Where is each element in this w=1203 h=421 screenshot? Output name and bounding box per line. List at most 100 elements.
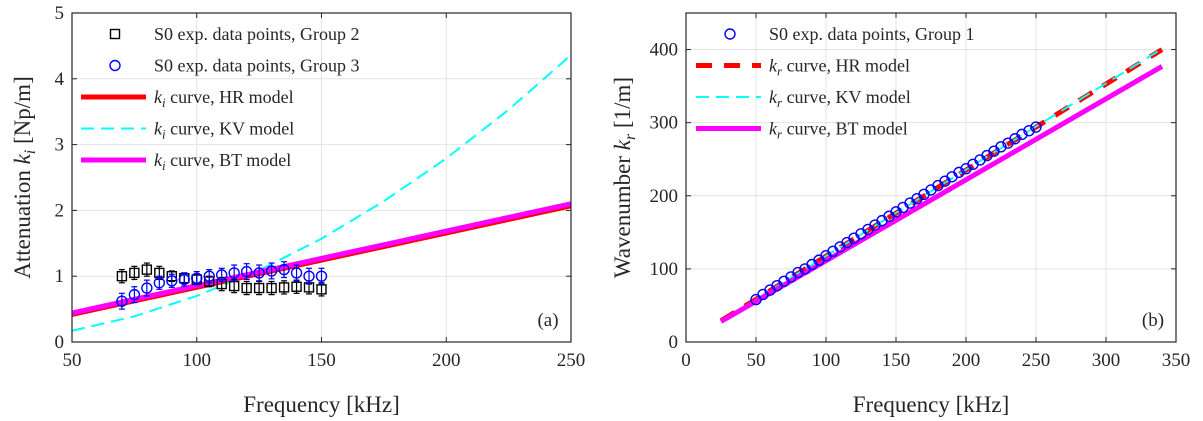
y-tick-label: 1 bbox=[55, 266, 65, 287]
x-tick-label: 150 bbox=[882, 350, 911, 371]
panel-tag: (b) bbox=[1142, 310, 1164, 331]
y-axis-label-symbol: k bbox=[610, 139, 635, 150]
data-point-circle bbox=[303, 270, 315, 282]
legend-marker-circle bbox=[109, 59, 121, 72]
y-axis-label-symbol: k bbox=[10, 153, 35, 164]
chart-panel-b: 0 50 100 150 200 250 300 350 0 100 200 300 400 Freque… bbox=[610, 12, 1191, 417]
y-axis-label-unit: [1/m] bbox=[610, 77, 635, 134]
legend-label-subscript: r bbox=[777, 64, 783, 79]
x-axis-label: Frequency [kHz] bbox=[243, 392, 399, 417]
data-point-circle bbox=[1023, 125, 1035, 137]
legend-marker-circle bbox=[724, 28, 736, 40]
legend-label-symbol: k bbox=[154, 119, 163, 139]
legend-label: kr curve, BT model bbox=[769, 119, 908, 142]
legend-marker-square bbox=[109, 28, 121, 40]
legend-label-subscript: r bbox=[777, 127, 783, 142]
data-point-circle bbox=[116, 295, 128, 307]
y-axis-label: Wavenumber kr [1/m] bbox=[610, 77, 639, 278]
legend-label-text: curve, HR model bbox=[166, 87, 294, 107]
legend-label-text: curve, KV model bbox=[166, 119, 295, 139]
y-axis-label-text: Attenuation bbox=[10, 164, 35, 278]
x-tick-label: 200 bbox=[432, 350, 461, 371]
legend-label-text: curve, BT model bbox=[782, 119, 908, 139]
data-point-circle bbox=[228, 267, 240, 279]
legend-label-text: curve, KV model bbox=[782, 87, 911, 107]
legend-label-symbol: k bbox=[154, 150, 163, 170]
plot-area bbox=[72, 54, 571, 332]
y-tick-label: 200 bbox=[650, 186, 679, 207]
legend-label: ki curve, HR model bbox=[154, 87, 294, 110]
x-axis-label: Frequency [kHz] bbox=[853, 392, 1009, 417]
chart-panel-a: 50 100 150 200 250 0 1 2 3 4 5 Frequency [kHz] Atten… bbox=[10, 3, 585, 417]
y-tick-label: 0 bbox=[669, 332, 679, 353]
x-tick-label: 50 bbox=[63, 350, 82, 371]
x-tick-label: 50 bbox=[747, 350, 766, 371]
data-point-square bbox=[141, 264, 153, 275]
data-point-circle bbox=[215, 269, 228, 281]
data-point-square bbox=[316, 284, 327, 295]
legend-label: S0 exp. data points, Group 2 bbox=[154, 24, 359, 44]
series-line bbox=[719, 64, 1164, 324]
y-tick-label: 2 bbox=[55, 200, 65, 221]
data-point-circle bbox=[191, 272, 203, 284]
y-tick-label: 5 bbox=[55, 3, 65, 24]
data-point-circle bbox=[792, 266, 804, 279]
x-tick-label: 150 bbox=[307, 350, 336, 371]
data-point-square bbox=[253, 282, 265, 294]
legend-label: S0 exp. data points, Group 3 bbox=[154, 56, 359, 76]
data-point-circle bbox=[203, 270, 215, 282]
legend-label: S0 exp. data points, Group 1 bbox=[769, 24, 974, 44]
legend-label-subscript: i bbox=[162, 158, 166, 173]
legend-label-text: curve, HR model bbox=[782, 56, 910, 76]
data-point-circle bbox=[278, 263, 290, 276]
data-point-circle bbox=[995, 141, 1007, 153]
legend-label-subscript: i bbox=[162, 95, 166, 110]
data-point-circle bbox=[166, 275, 178, 287]
legend-label-text: curve, BT model bbox=[166, 150, 292, 170]
data-point-circle bbox=[290, 267, 303, 279]
gridlines bbox=[685, 13, 1177, 343]
data-point-circle bbox=[1030, 121, 1042, 133]
data-point-square bbox=[278, 282, 290, 293]
x-tick-label: 0 bbox=[681, 350, 691, 371]
x-tick-label: 300 bbox=[1092, 350, 1121, 371]
legend-label-symbol: k bbox=[769, 56, 778, 76]
x-tick-label: 350 bbox=[1162, 350, 1191, 371]
legend-label-subscript: i bbox=[162, 127, 166, 142]
data-point-circle bbox=[265, 265, 278, 277]
plot-frame bbox=[685, 12, 1177, 343]
y-tick-label: 400 bbox=[650, 40, 679, 61]
legend-label-symbol: k bbox=[769, 119, 778, 139]
x-tick-label: 250 bbox=[1022, 350, 1051, 371]
legend-label-symbol: k bbox=[769, 87, 778, 107]
y-axis-label-unit: [Np/m] bbox=[10, 76, 35, 149]
data-point-square bbox=[116, 271, 128, 282]
data-point-circle bbox=[153, 277, 166, 289]
x-tick-label: 200 bbox=[952, 350, 981, 371]
series-line bbox=[72, 54, 571, 332]
data-point-circle bbox=[1016, 128, 1028, 141]
legend: S0 exp. data points, Group 2 S0 exp. data… bbox=[81, 24, 359, 173]
x-tick-label: 250 bbox=[557, 350, 586, 371]
data-point-circle bbox=[240, 265, 253, 278]
y-tick-label: 100 bbox=[650, 259, 679, 280]
y-axis-label-subscript: r bbox=[622, 133, 639, 140]
y-tick-label: 0 bbox=[55, 332, 65, 353]
data-point-square bbox=[129, 267, 140, 279]
data-point-circle bbox=[128, 288, 141, 301]
legend-label-subscript: r bbox=[777, 95, 783, 110]
data-point-square bbox=[291, 281, 302, 292]
plot-area bbox=[719, 47, 1164, 324]
y-tick-label: 4 bbox=[55, 69, 65, 90]
data-point-circle bbox=[141, 282, 153, 294]
data-point-circle bbox=[253, 267, 265, 279]
legend-label: ki curve, KV model bbox=[154, 119, 294, 142]
y-tick-label: 3 bbox=[55, 135, 65, 156]
y-axis-label-subscript: i bbox=[22, 150, 39, 154]
panel-tag: (a) bbox=[537, 310, 558, 331]
y-tick-label: 300 bbox=[650, 113, 679, 134]
legend-label: kr curve, KV model bbox=[769, 87, 911, 110]
data-point-circle bbox=[953, 166, 965, 179]
legend-label-symbol: k bbox=[154, 87, 163, 107]
